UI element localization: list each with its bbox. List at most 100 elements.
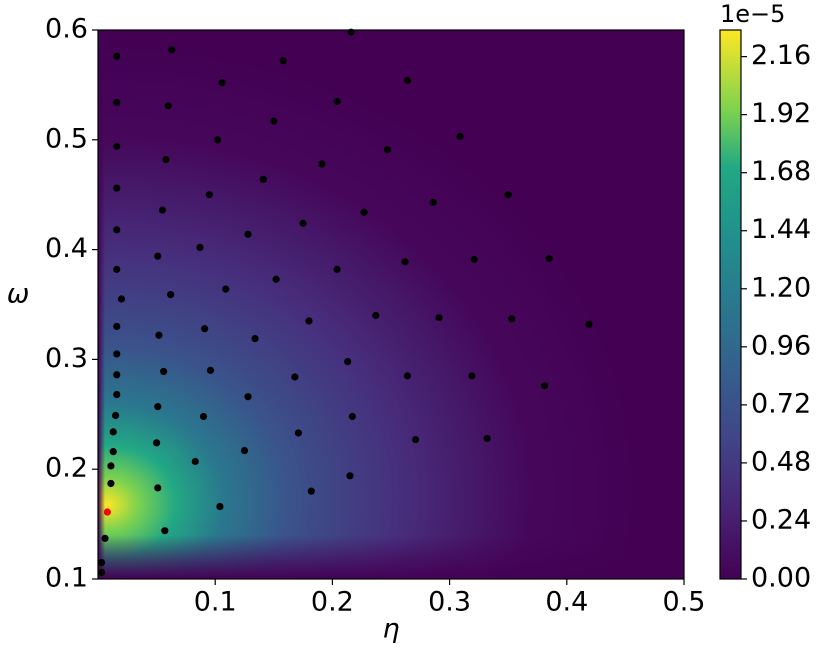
scatter-point [318, 160, 326, 168]
scatter-point [109, 428, 117, 436]
colorbar-tick-label: 1.44 [751, 214, 811, 245]
x-tick-label: 0.4 [545, 587, 588, 618]
scatter-point [585, 320, 593, 328]
colorbar-tick-label: 1.20 [751, 272, 811, 303]
scatter-point [111, 411, 120, 419]
scatter-point [113, 98, 121, 107]
x-tick-label: 0.2 [311, 587, 354, 618]
scatter-point [113, 322, 121, 331]
scatter-point [205, 191, 213, 199]
x-axis-label: η [382, 614, 399, 645]
scatter-point [113, 226, 121, 234]
scatter-point [272, 275, 280, 283]
y-tick-label: 0.4 [45, 233, 88, 264]
y-tick-label: 0.6 [45, 14, 88, 45]
colorbar-tick-label: 0.24 [751, 504, 811, 535]
heatmap-floor [98, 30, 684, 579]
scatter-point [403, 372, 412, 380]
scatter-point [206, 366, 215, 374]
scatter-point [161, 527, 169, 535]
colorbar-tick-label: 0.00 [751, 563, 811, 594]
scatter-point [403, 76, 412, 85]
scatter-point [270, 117, 278, 125]
scatter-point [167, 291, 175, 299]
plot-frame [97, 29, 685, 580]
scatter-point [158, 206, 167, 214]
scatter-point [222, 285, 230, 293]
scatter-point [483, 434, 491, 443]
scatter-point [162, 155, 170, 164]
scatter-point [168, 46, 176, 54]
scatter-point [244, 230, 252, 238]
scatter-point [97, 568, 106, 577]
scatter-point [107, 462, 115, 470]
colorbar-tick-label: 1.68 [751, 156, 811, 187]
scatter-point [456, 132, 464, 141]
colorbar [719, 29, 742, 580]
scatter-point [305, 317, 313, 325]
colorbar-tick-label: 0.72 [751, 388, 811, 419]
scatter-point [191, 457, 199, 466]
colorbar-tick-label: 0.48 [751, 446, 811, 477]
scatter-point [291, 373, 299, 381]
scatter-point [103, 508, 111, 516]
y-tick-label: 0.1 [45, 563, 88, 594]
y-axis-label: ω [7, 279, 30, 310]
scatter-point [545, 254, 553, 262]
colorbar-offset: 1e−5 [720, 0, 785, 28]
scatter-point [294, 429, 303, 437]
scatter-point [259, 175, 267, 183]
y-tick-label: 0.5 [45, 123, 88, 154]
scatter-point [113, 350, 121, 358]
scatter-point [504, 191, 512, 199]
scatter-point [218, 79, 226, 87]
scatter-point [244, 393, 252, 401]
scatter-point [101, 534, 109, 542]
scatter-point [113, 390, 121, 399]
scatter-point [113, 184, 121, 192]
scatter-point [468, 372, 476, 380]
scatter-point [333, 265, 341, 273]
scatter-point [333, 97, 341, 105]
scatter-point [155, 331, 163, 339]
scatter-point [251, 334, 259, 343]
scatter-point [97, 558, 106, 567]
scatter-point [299, 219, 307, 227]
scatter-point [383, 146, 392, 154]
scatter-point [307, 487, 315, 495]
y-tick-label: 0.3 [45, 343, 88, 374]
scatter-point [240, 446, 249, 455]
colorbar-tick-label: 2.16 [751, 40, 811, 71]
scatter-point [344, 357, 352, 366]
scatter-point [508, 315, 516, 323]
scatter-point [113, 52, 121, 60]
scatter-point [348, 412, 356, 421]
scatter-point [540, 382, 549, 390]
scatter-point [154, 484, 162, 492]
scatter-point [360, 208, 368, 216]
scatter-point [401, 258, 409, 266]
scatter-point [213, 136, 222, 144]
scatter-point [154, 252, 162, 260]
scatter-point [429, 198, 437, 206]
scatter-point [347, 28, 355, 36]
scatter-point [109, 448, 117, 456]
x-tick-label: 0.3 [428, 587, 471, 618]
scatter-point [199, 412, 208, 421]
y-tick-label: 0.2 [45, 453, 88, 484]
scatter-point [372, 311, 380, 320]
scatter-point [107, 479, 115, 488]
scatter-point [160, 367, 168, 376]
scatter-point [113, 142, 121, 150]
scatter-point [113, 371, 121, 379]
scatter-point [435, 314, 443, 322]
scatter-point [470, 255, 478, 264]
scatter-point [117, 295, 126, 303]
scatter-point [153, 439, 161, 447]
scatter-point [279, 57, 287, 65]
scatter-point [216, 502, 224, 511]
scatter-point [412, 435, 420, 444]
colorbar-tick-label: 1.92 [751, 98, 811, 129]
x-tick-label: 0.5 [663, 587, 706, 618]
